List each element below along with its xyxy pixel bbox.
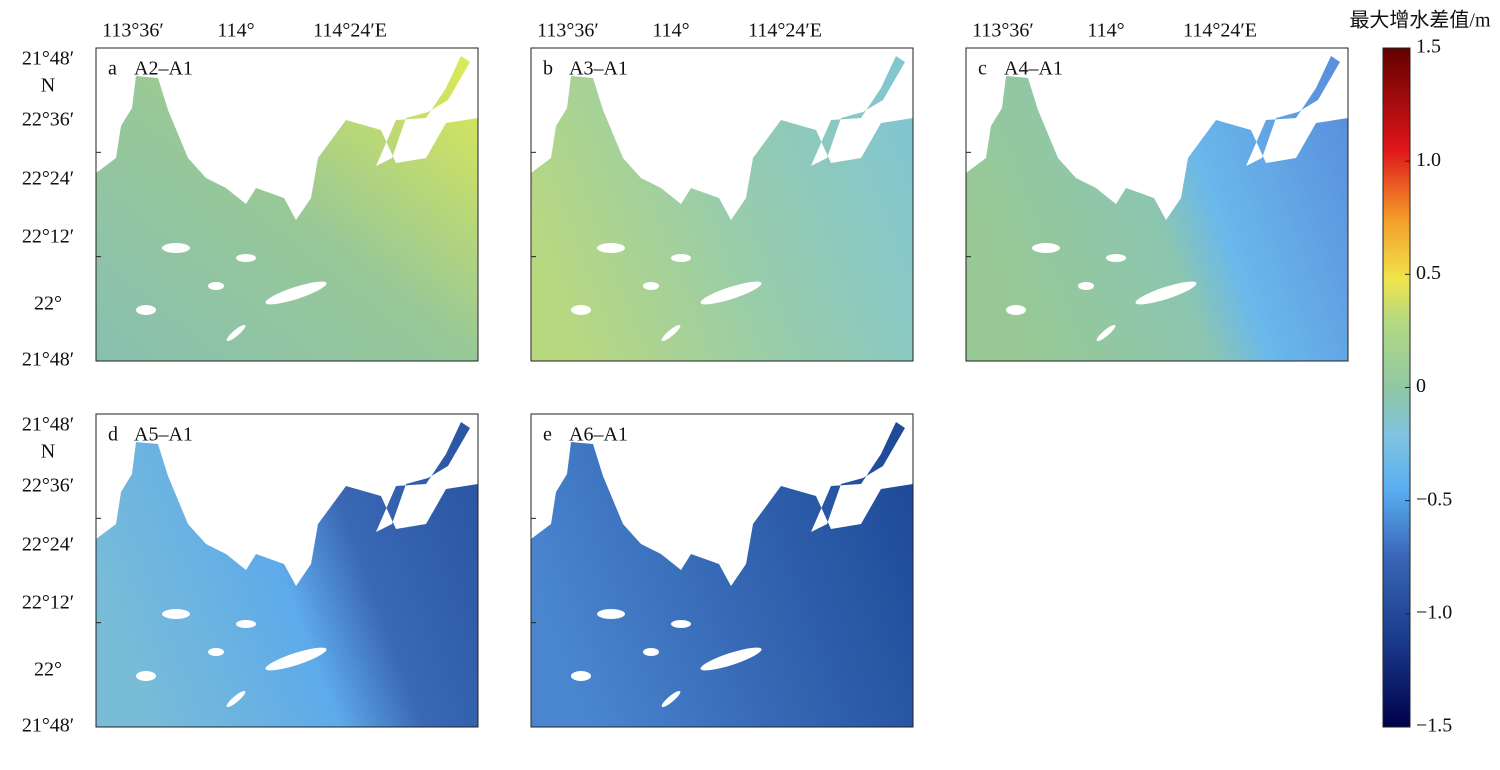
colorbar-tick-label: 1.5 [1416,36,1441,58]
sea-field [96,422,478,727]
x-axis-label: 114°24′E [1183,20,1257,42]
y-axis-label: 21°48′ [22,414,74,436]
panel-letter: a [108,58,117,80]
map-panel: a A2–A1 113°36′ 114° 114°24′E 21°48′ 22°36′ 22°… [22,20,479,371]
y-axis-label: 22° [34,293,62,315]
y-axis-label: 22°12′ [22,592,74,614]
y-axis-label: 21°48′ [22,349,74,371]
panel-title: A6–A1 [569,424,628,446]
panel-frame [95,47,479,362]
panel-frame [95,413,479,728]
x-axis-label: 114° [652,20,689,42]
x-axis-label: 113°36′ [102,20,164,42]
panel-letter: e [543,424,552,446]
x-axis-label: 114° [1087,20,1124,42]
panel-letter: b [543,58,553,80]
y-axis-label: 22°36′ [22,109,74,131]
colorbar-tick-label: −1.0 [1416,601,1452,623]
y-axis-label: 22°12′ [22,226,74,248]
y-axis-unit: N [41,441,55,463]
panel-title: A4–A1 [1004,58,1063,80]
y-axis-label: 22° [34,659,62,681]
sea-field [966,56,1348,361]
y-axis-label: 22°24′ [22,534,74,556]
sea-field [96,56,478,361]
x-axis-label: 114°24′E [748,20,822,42]
colorbar-tick-label: −1.5 [1416,715,1452,737]
sea-field [531,422,913,727]
colorbar-tick-label: 0 [1416,375,1426,397]
panel-title: A5–A1 [134,424,193,446]
y-axis-label: 21°48′ [22,48,74,70]
panel-title: A2–A1 [134,58,193,80]
y-axis-label: 21°48′ [22,715,74,737]
y-axis-label: 22°24′ [22,168,74,190]
panel-letter: c [978,58,987,80]
colorbar-tick-label: −0.5 [1416,488,1452,510]
y-axis-label: 22°36′ [22,475,74,497]
colorbar-tick-label: 1.0 [1416,149,1441,171]
map-panel: c A4–A1 113°36′ 114° 114°24′E [965,20,1349,362]
panel-frame [965,47,1349,362]
y-axis-unit: N [41,75,55,97]
x-axis-label: 114°24′E [313,20,387,42]
x-axis-label: 114° [217,20,254,42]
colorbar-tick-label: 0.5 [1416,262,1441,284]
map-panel: e A6–A1 [530,413,914,728]
panel-title: A3–A1 [569,58,628,80]
panel-frame [530,413,914,728]
map-panel: b A3–A1 113°36′ 114° 114°24′E [530,20,914,362]
x-axis-label: 113°36′ [537,20,599,42]
sea-field [531,56,913,361]
x-axis-label: 113°36′ [972,20,1034,42]
map-panel: d A5–A1 21°48′ 22°36′ 22°24′ 22°12′ 22° 21°48′ N [22,413,479,737]
panel-frame [530,47,914,362]
colorbar-title: 最大增水差值/m [1349,9,1491,32]
panel-letter: d [108,424,118,446]
